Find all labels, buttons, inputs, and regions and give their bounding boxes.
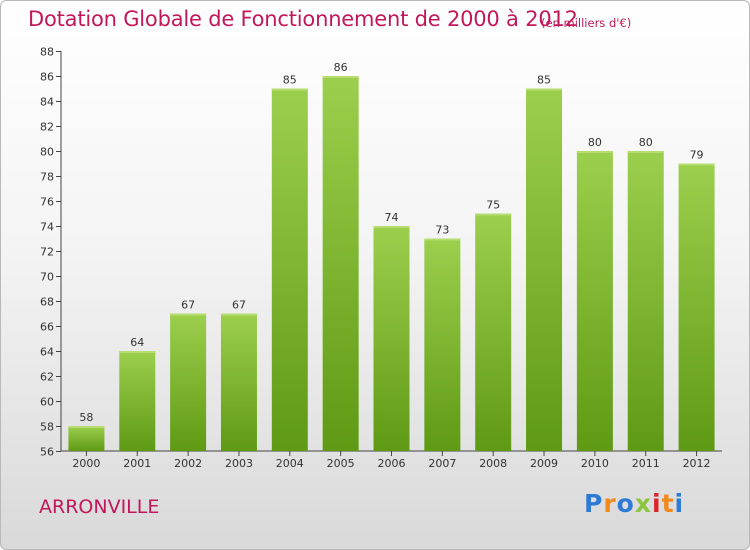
x-tick-label-2000: 2000 xyxy=(72,457,100,470)
x-tick-label-2011: 2011 xyxy=(632,457,660,470)
y-tick-label: 78 xyxy=(40,171,54,184)
logo-letter: i xyxy=(652,489,662,518)
bar-2010 xyxy=(576,151,613,451)
value-label-2010: 80 xyxy=(588,136,602,149)
x-tick-label-2008: 2008 xyxy=(479,457,507,470)
bar-top-edge xyxy=(68,426,105,428)
value-label-2002: 67 xyxy=(181,299,195,312)
bar-top-edge xyxy=(678,163,715,166)
y-tick-label: 66 xyxy=(40,321,54,334)
x-tick-label-2004: 2004 xyxy=(276,457,304,470)
y-tick-label: 72 xyxy=(40,246,54,259)
bar-top-edge xyxy=(322,76,359,78)
bar-top-edge xyxy=(576,151,613,153)
logo-letter: x xyxy=(634,489,652,518)
bar-top-edge xyxy=(475,213,512,216)
logo-letter: r xyxy=(603,489,617,518)
bar-2003 xyxy=(220,313,257,451)
y-tick-label: 68 xyxy=(40,296,54,309)
value-label-2000: 58 xyxy=(79,411,93,424)
value-label-2011: 80 xyxy=(639,136,653,149)
y-tick-label: 80 xyxy=(40,146,54,159)
y-tick-label: 60 xyxy=(40,396,54,409)
x-tick-label-2003: 2003 xyxy=(225,457,253,470)
x-tick-label-2006: 2006 xyxy=(378,457,406,470)
bar-2005 xyxy=(322,76,359,451)
value-label-2005: 86 xyxy=(334,61,348,74)
value-label-2003: 67 xyxy=(232,299,246,312)
value-label-2001: 64 xyxy=(130,336,144,349)
x-tick-label-2001: 2001 xyxy=(123,457,151,470)
bar-2006 xyxy=(373,226,410,451)
x-tick-label-2007: 2007 xyxy=(428,457,456,470)
y-tick-label: 64 xyxy=(40,346,54,359)
proxiti-logo[interactable]: Proxiti xyxy=(584,489,684,518)
bar-2001 xyxy=(119,351,156,451)
value-label-2008: 75 xyxy=(486,199,500,212)
y-tick-label: 58 xyxy=(40,421,54,434)
logo-letter: t xyxy=(661,489,675,518)
chart-title: Dotation Globale de Fonctionnement de 20… xyxy=(28,7,578,31)
logo-letter: i xyxy=(674,489,685,518)
bar-top-edge xyxy=(170,313,207,316)
y-tick-label: 62 xyxy=(40,371,54,384)
bar-top-edge xyxy=(627,151,664,153)
value-label-2006: 74 xyxy=(385,211,399,224)
bar-top-edge xyxy=(373,226,410,228)
y-tick-label: 84 xyxy=(40,96,54,109)
bar-top-edge xyxy=(119,351,156,353)
x-tick-label-2012: 2012 xyxy=(683,457,711,470)
y-tick-label: 88 xyxy=(40,46,54,59)
bar-top-edge xyxy=(526,88,563,91)
value-label-2004: 85 xyxy=(283,74,297,87)
bar-2004 xyxy=(271,88,308,451)
bar-2008 xyxy=(475,213,512,451)
value-label-2012: 79 xyxy=(690,149,704,162)
bar-2011 xyxy=(627,151,664,451)
logo-letter: o xyxy=(616,489,635,518)
bar-top-edge xyxy=(220,313,257,316)
bar-2000 xyxy=(68,426,105,451)
y-tick-label: 86 xyxy=(40,71,54,84)
x-tick-label-2009: 2009 xyxy=(530,457,558,470)
x-tick-label-2010: 2010 xyxy=(581,457,609,470)
value-label-2009: 85 xyxy=(537,74,551,87)
bar-2012 xyxy=(678,163,715,451)
y-tick-label: 56 xyxy=(40,446,54,459)
y-tick-label: 74 xyxy=(40,221,54,234)
bar-2007 xyxy=(424,238,461,451)
y-tick-label: 70 xyxy=(40,271,54,284)
chart-unit-note: (en milliers d'€) xyxy=(541,16,632,30)
bar-top-edge xyxy=(424,238,461,241)
city-name: ARRONVILLE xyxy=(39,496,160,518)
bar-2002 xyxy=(170,313,207,451)
x-tick-label-2002: 2002 xyxy=(174,457,202,470)
y-tick-label: 82 xyxy=(40,121,54,134)
y-tick-label: 76 xyxy=(40,196,54,209)
logo-letter: P xyxy=(584,489,604,518)
x-tick-label-2005: 2005 xyxy=(327,457,355,470)
bar-top-edge xyxy=(271,88,308,91)
value-label-2007: 73 xyxy=(435,224,449,237)
bar-2009 xyxy=(526,88,563,451)
